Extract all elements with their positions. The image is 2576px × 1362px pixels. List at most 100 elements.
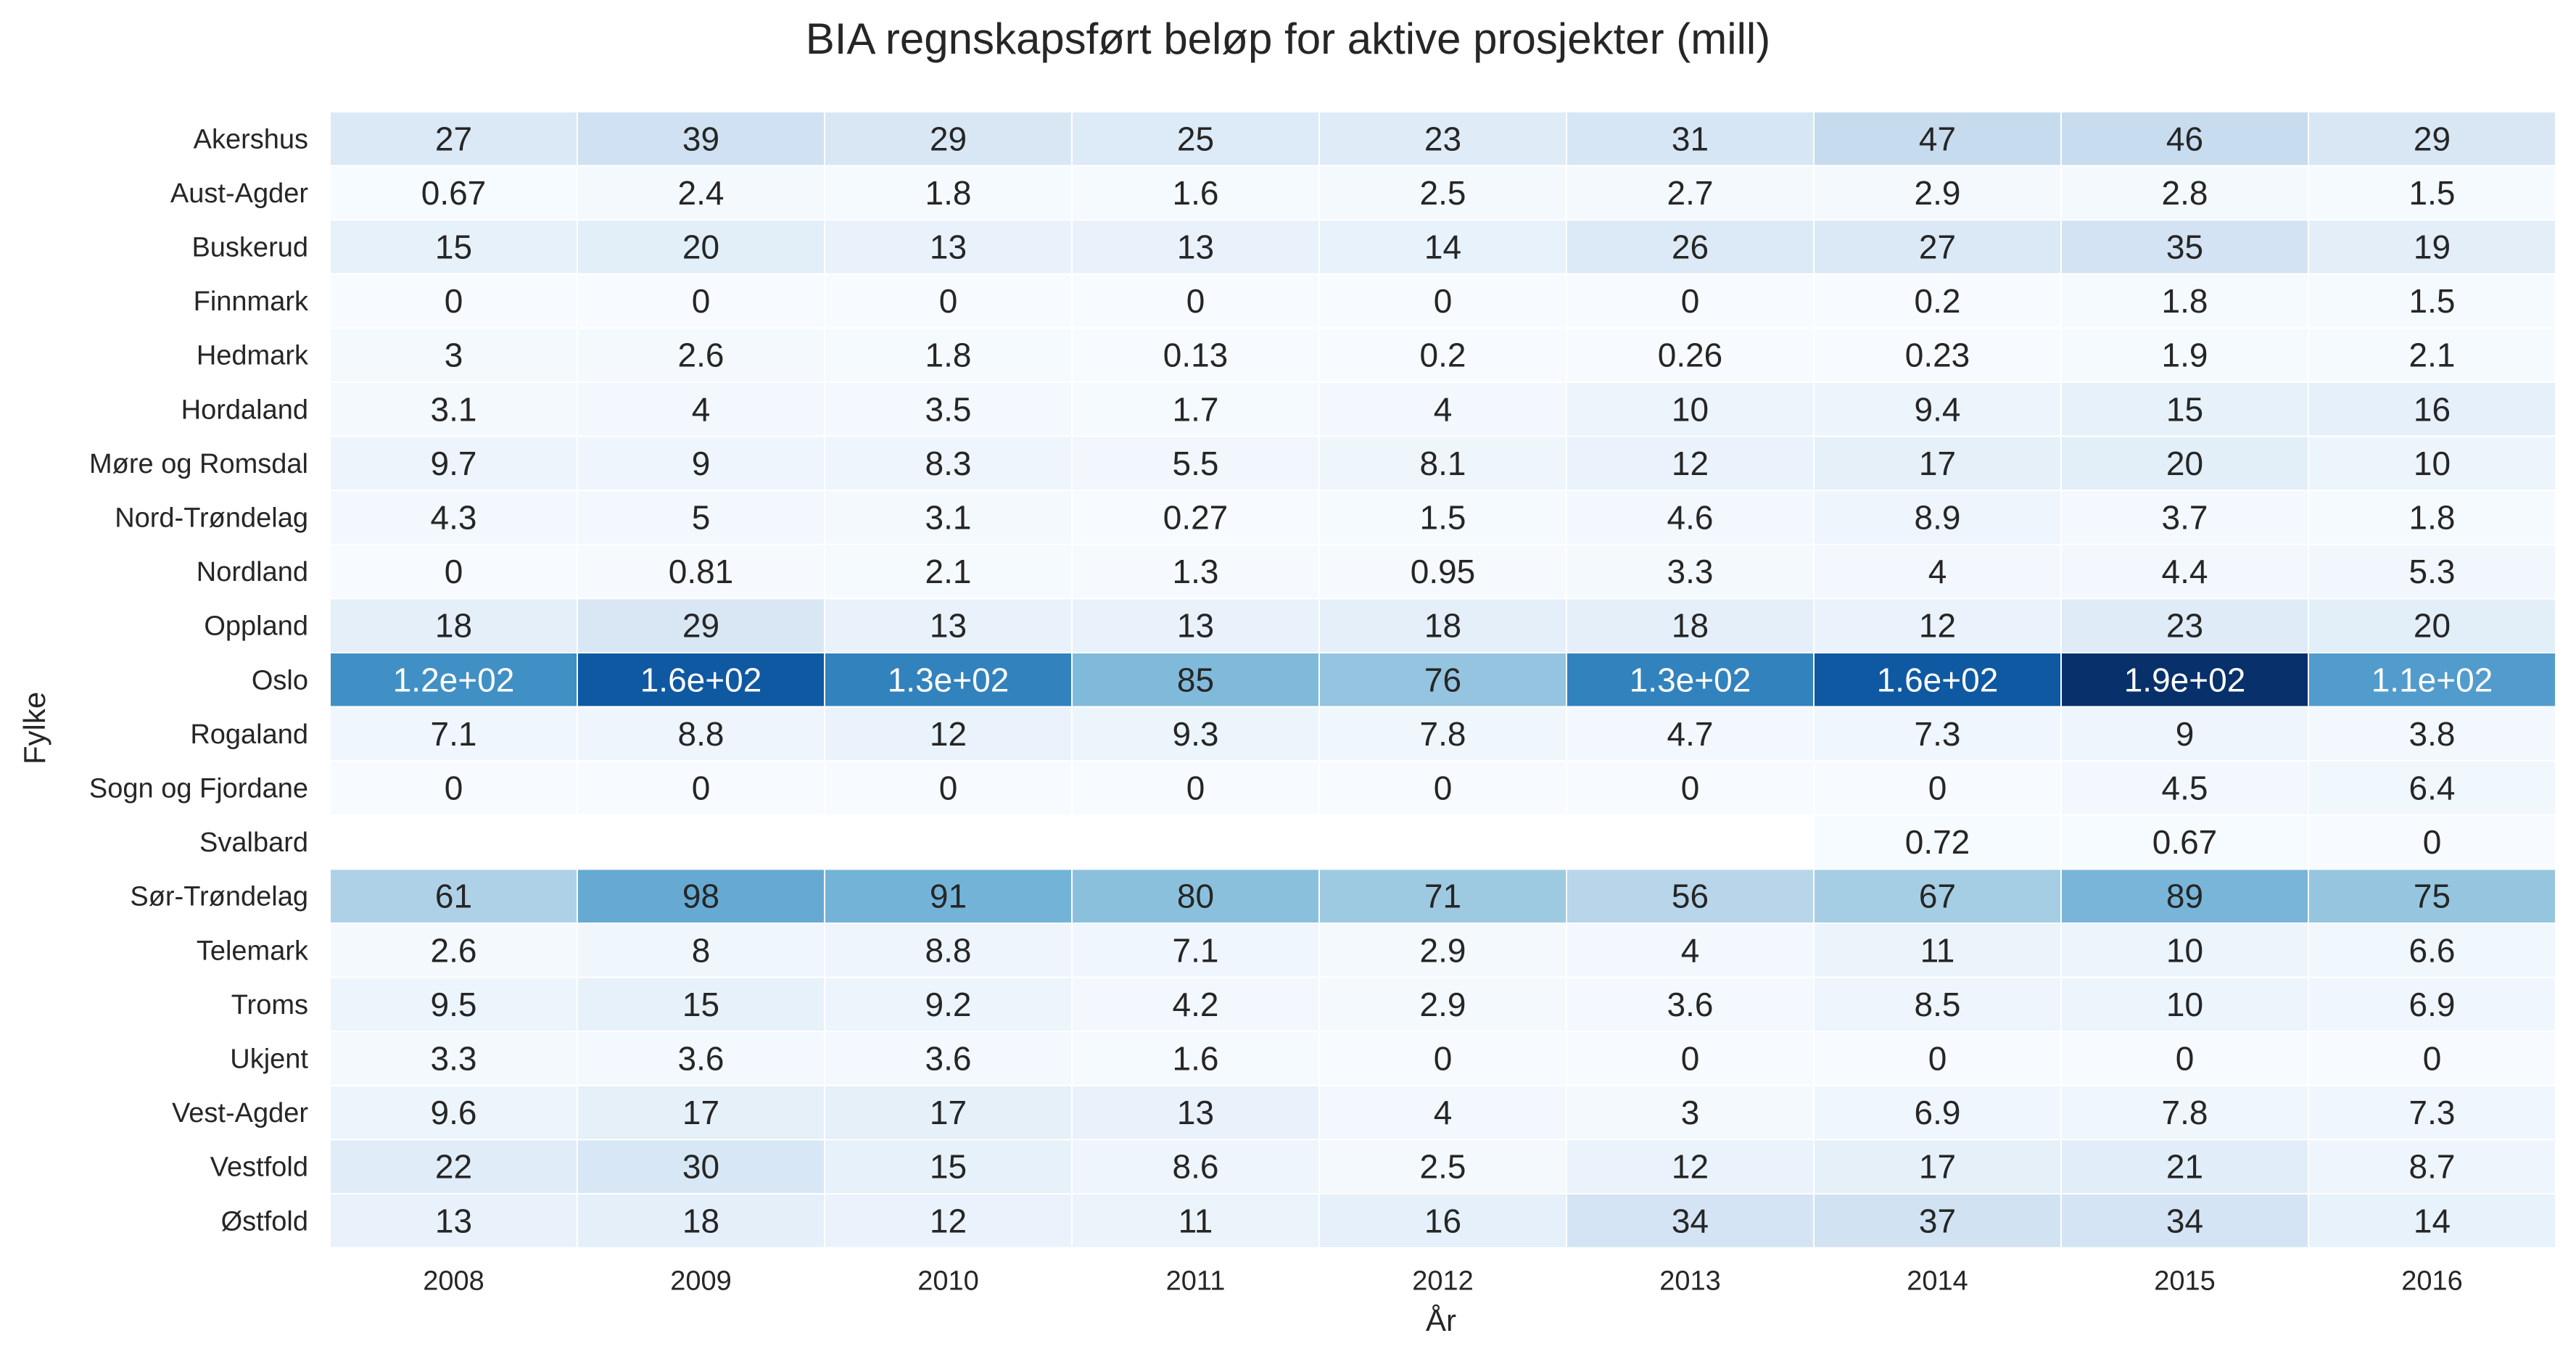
heatmap-cell — [2308, 652, 2556, 708]
cell-value-label: 2.1 — [925, 553, 972, 590]
cell-value-label: 7.8 — [2162, 1094, 2208, 1131]
cell-value-label: 10 — [2166, 931, 2203, 969]
heatmap-cell — [1071, 219, 1320, 275]
heatmap-cell — [577, 111, 825, 167]
heatmap-cell — [577, 868, 825, 925]
cell-value-label: 15 — [2166, 390, 2203, 428]
heatmap-cell — [2308, 814, 2556, 870]
cell-value-label: 1.3e+02 — [888, 661, 1010, 698]
heatmap-cell — [1813, 219, 2062, 275]
cell-value-label: 3 — [445, 337, 463, 374]
heatmap-cell — [329, 219, 578, 275]
heatmap-cell — [2308, 381, 2556, 437]
heatmap-cell — [1318, 219, 1567, 275]
heatmap-cell — [2308, 1084, 2556, 1141]
cell-value-label: 0 — [1434, 769, 1453, 807]
heatmap-cell — [2060, 814, 2309, 870]
cell-value-label: 4.5 — [2162, 769, 2208, 807]
y-tick-hordaland: Hordaland — [181, 395, 308, 425]
heatmap-cell — [1071, 435, 1320, 492]
heatmap-cell — [1318, 598, 1567, 654]
cell-value-label: 8.3 — [925, 445, 972, 482]
cell-value-label: 3.3 — [431, 1040, 477, 1078]
cell-value-label: 18 — [682, 1202, 719, 1239]
heatmap-cell — [1318, 543, 1567, 600]
heatmap-cell — [1566, 490, 1815, 545]
cell-value-label: 0 — [2176, 1040, 2195, 1078]
heatmap-cell — [2060, 435, 2309, 492]
heatmap-cell — [2060, 111, 2309, 167]
cell-value-label: 61 — [435, 878, 472, 915]
heatmap-cell — [1566, 435, 1815, 492]
cell-value-label: 0 — [1928, 1040, 1947, 1078]
cell-value-label: 18 — [1424, 607, 1461, 645]
cell-value-label: 1.5 — [1420, 499, 1466, 537]
heatmap-cell — [2308, 219, 2556, 275]
heatmap-cell — [329, 760, 578, 816]
cell-value-label: 14 — [1424, 228, 1461, 266]
heatmap-cell — [1566, 598, 1815, 654]
cell-value-label: 1.2e+02 — [393, 661, 515, 698]
y-tick-svalbard: Svalbard — [199, 827, 308, 858]
cell-value-label: 17 — [930, 1094, 967, 1131]
y-tick-vest-agder: Vest-Agder — [172, 1098, 308, 1128]
cell-value-label: 18 — [435, 607, 472, 645]
x-tick-2009: 2009 — [670, 1266, 732, 1297]
cell-value-label: 27 — [1919, 228, 1956, 266]
cell-value-label: 37 — [1919, 1202, 1956, 1239]
cell-value-label: 12 — [1672, 445, 1709, 482]
x-tick-2013: 2013 — [1659, 1266, 1721, 1297]
cell-value-label: 67 — [1919, 878, 1956, 915]
heatmap-cell — [824, 381, 1073, 437]
heatmap-cell — [1813, 111, 2062, 167]
heatmap-cell — [1566, 543, 1815, 600]
heatmap-cell — [329, 165, 578, 221]
cell-value-label: 2.4 — [678, 174, 724, 212]
cell-value-label: 0 — [692, 282, 711, 320]
x-tick-2014: 2014 — [1907, 1266, 1968, 1297]
y-tick-ukjent: Ukjent — [230, 1044, 308, 1075]
y-tick-nordland: Nordland — [197, 557, 308, 587]
cell-value-label: 0 — [1928, 769, 1947, 807]
heatmap-cell — [577, 435, 825, 492]
heatmap-cell — [2060, 1084, 2309, 1141]
cell-value-label: 4 — [692, 390, 711, 428]
heatmap-cell — [1813, 868, 2062, 925]
heatmap-cell — [1813, 327, 2062, 383]
heatmap-cell — [1071, 273, 1320, 329]
heatmap-cell — [824, 760, 1073, 816]
cell-value-label: 1.6e+02 — [1877, 661, 1999, 698]
cell-value-label: 3.3 — [1667, 553, 1714, 590]
y-tick-troms: Troms — [231, 990, 308, 1020]
heatmap-cell — [2308, 1193, 2556, 1249]
heatmap-cell — [2308, 165, 2556, 221]
cell-value-label: 13 — [1177, 228, 1214, 266]
cell-value-label: 1.8 — [925, 337, 972, 374]
cell-value-label: 8.8 — [925, 931, 972, 969]
cell-value-label: 0 — [445, 282, 463, 320]
cell-value-label: 1.9e+02 — [2124, 661, 2246, 698]
heatmap-cell — [1071, 706, 1320, 762]
cell-value-label: 0 — [1186, 769, 1205, 807]
cell-value-label: 1.3e+02 — [1630, 661, 1751, 698]
cell-value-label: 10 — [2166, 986, 2203, 1023]
heatmap-cell — [577, 706, 825, 762]
x-tick-labels: 2008 2009 2010 2011 2012 2013 2014 2015 2016 — [423, 1266, 2463, 1297]
cell-value-label: 0 — [1681, 1040, 1700, 1078]
heatmap-cell — [329, 111, 578, 167]
x-axis-label: År — [1426, 1303, 1456, 1337]
heatmap-cell — [2060, 165, 2309, 221]
cell-value-label: 9.6 — [431, 1094, 477, 1131]
cell-value-label: 6.9 — [1915, 1094, 1961, 1131]
heatmap-cell — [2060, 327, 2309, 383]
heatmap-cell — [1071, 381, 1320, 437]
cell-value-label: 3.8 — [2409, 715, 2456, 753]
cell-value-label: 7.1 — [1173, 931, 1219, 969]
cell-value-label: 3 — [1681, 1094, 1700, 1131]
cell-value-label: 20 — [2414, 607, 2451, 645]
heatmap-cell — [1318, 381, 1567, 437]
cell-value-label: 2.7 — [1667, 174, 1714, 212]
cell-value-label: 1.3 — [1173, 553, 1219, 590]
heatmap-cell — [2308, 327, 2556, 383]
heatmap-cell — [2060, 598, 2309, 654]
